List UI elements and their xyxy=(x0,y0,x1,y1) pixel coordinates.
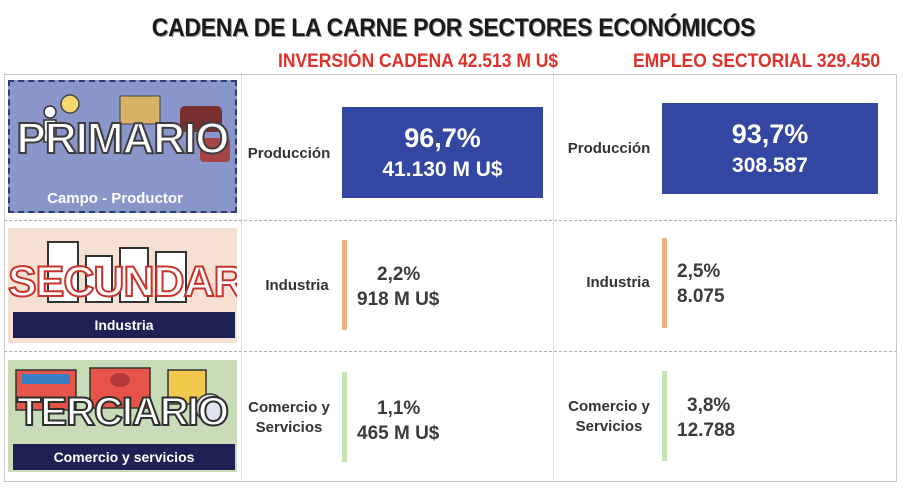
employment-produccion-value: 308.587 xyxy=(732,154,808,177)
row-divider xyxy=(4,351,897,352)
table-frame xyxy=(4,74,897,482)
employment-comercio-percent: 3,8% xyxy=(687,395,731,416)
investment-industria-percent: 2,2% xyxy=(377,264,421,285)
factory-illustration xyxy=(47,241,187,303)
investment-industria-values: 2,2% 918 M U$ xyxy=(357,264,439,311)
investment-produccion-percent: 96,7% xyxy=(404,123,481,153)
row-divider xyxy=(4,220,897,221)
employment-industria-percent: 2,5% xyxy=(677,261,721,282)
cow-icon xyxy=(200,138,230,162)
row-label-comercio: Comercio y Servicios xyxy=(568,398,650,435)
employment-produccion-percent: 93,7% xyxy=(731,119,809,149)
employment-comercio-bar xyxy=(662,371,667,461)
chart-title: CADENA DE LA CARNE POR SECTORES ECONÓMIC… xyxy=(151,14,756,42)
sector-terciario-panel: TERCIARIO Comercio y servicios xyxy=(8,360,237,472)
investment-industria-bar xyxy=(342,240,347,330)
investment-produccion-value: 41.130 M U$ xyxy=(382,158,503,181)
employment-subtitle: EMPLEO SECTORIAL 329.450 xyxy=(633,51,881,72)
row-label-comercio: Comercio y Servicios xyxy=(248,399,330,436)
row-label-produccion: Producción xyxy=(567,140,651,157)
investment-subtitle: INVERSIÓN CADENA 42.513 M U$ xyxy=(278,51,559,72)
building-icon xyxy=(119,247,149,303)
meat-icon xyxy=(110,373,130,387)
row-label-produccion: Producción xyxy=(247,145,331,162)
sector-name: SECUNDARIO xyxy=(8,257,237,307)
building-icon xyxy=(155,251,187,303)
employment-industria-bar xyxy=(662,238,667,328)
sector-name: PRIMARIO xyxy=(16,113,231,164)
sector-primario-panel: PRIMARIO Campo - Productor xyxy=(8,80,237,213)
investment-comercio-value: 465 M U$ xyxy=(357,423,440,444)
employment-produccion-box: 93,7% 308.587 xyxy=(662,103,878,194)
investment-industria-value: 918 M U$ xyxy=(357,289,440,310)
investment-comercio-percent: 1,1% xyxy=(377,398,421,419)
sun-icon xyxy=(60,94,80,114)
delivery-icon xyxy=(195,393,225,423)
sector-secundario-panel: SECUNDARIO Industria xyxy=(8,228,237,343)
column-divider xyxy=(241,74,242,482)
employment-comercio-values: 3,8% 12.788 xyxy=(677,395,735,442)
building-icon xyxy=(47,241,79,303)
building-icon xyxy=(85,255,113,303)
employment-industria-values: 2,5% 8.075 xyxy=(677,261,725,308)
employment-comercio-value: 12.788 xyxy=(677,420,736,441)
barn-icon xyxy=(119,95,161,125)
investment-comercio-bar xyxy=(342,372,347,462)
commerce-illustration xyxy=(15,367,225,423)
column-divider xyxy=(553,74,554,482)
farm-illustration xyxy=(43,94,230,162)
row-label-industria: Industria xyxy=(265,277,329,294)
sector-label: Comercio y servicios xyxy=(13,444,235,470)
farmer-icon xyxy=(43,105,57,119)
cow-icon xyxy=(180,106,222,132)
sector-label: Industria xyxy=(13,312,235,338)
investment-comercio-values: 1,1% 465 M U$ xyxy=(357,398,439,445)
sector-label: Campo - Productor xyxy=(47,190,183,207)
employment-industria-value: 8.075 xyxy=(677,286,725,307)
investment-produccion-box: 96,7% 41.130 M U$ xyxy=(342,107,543,198)
row-label-industria: Industria xyxy=(586,274,650,291)
sector-name: TERCIARIO xyxy=(16,389,230,435)
